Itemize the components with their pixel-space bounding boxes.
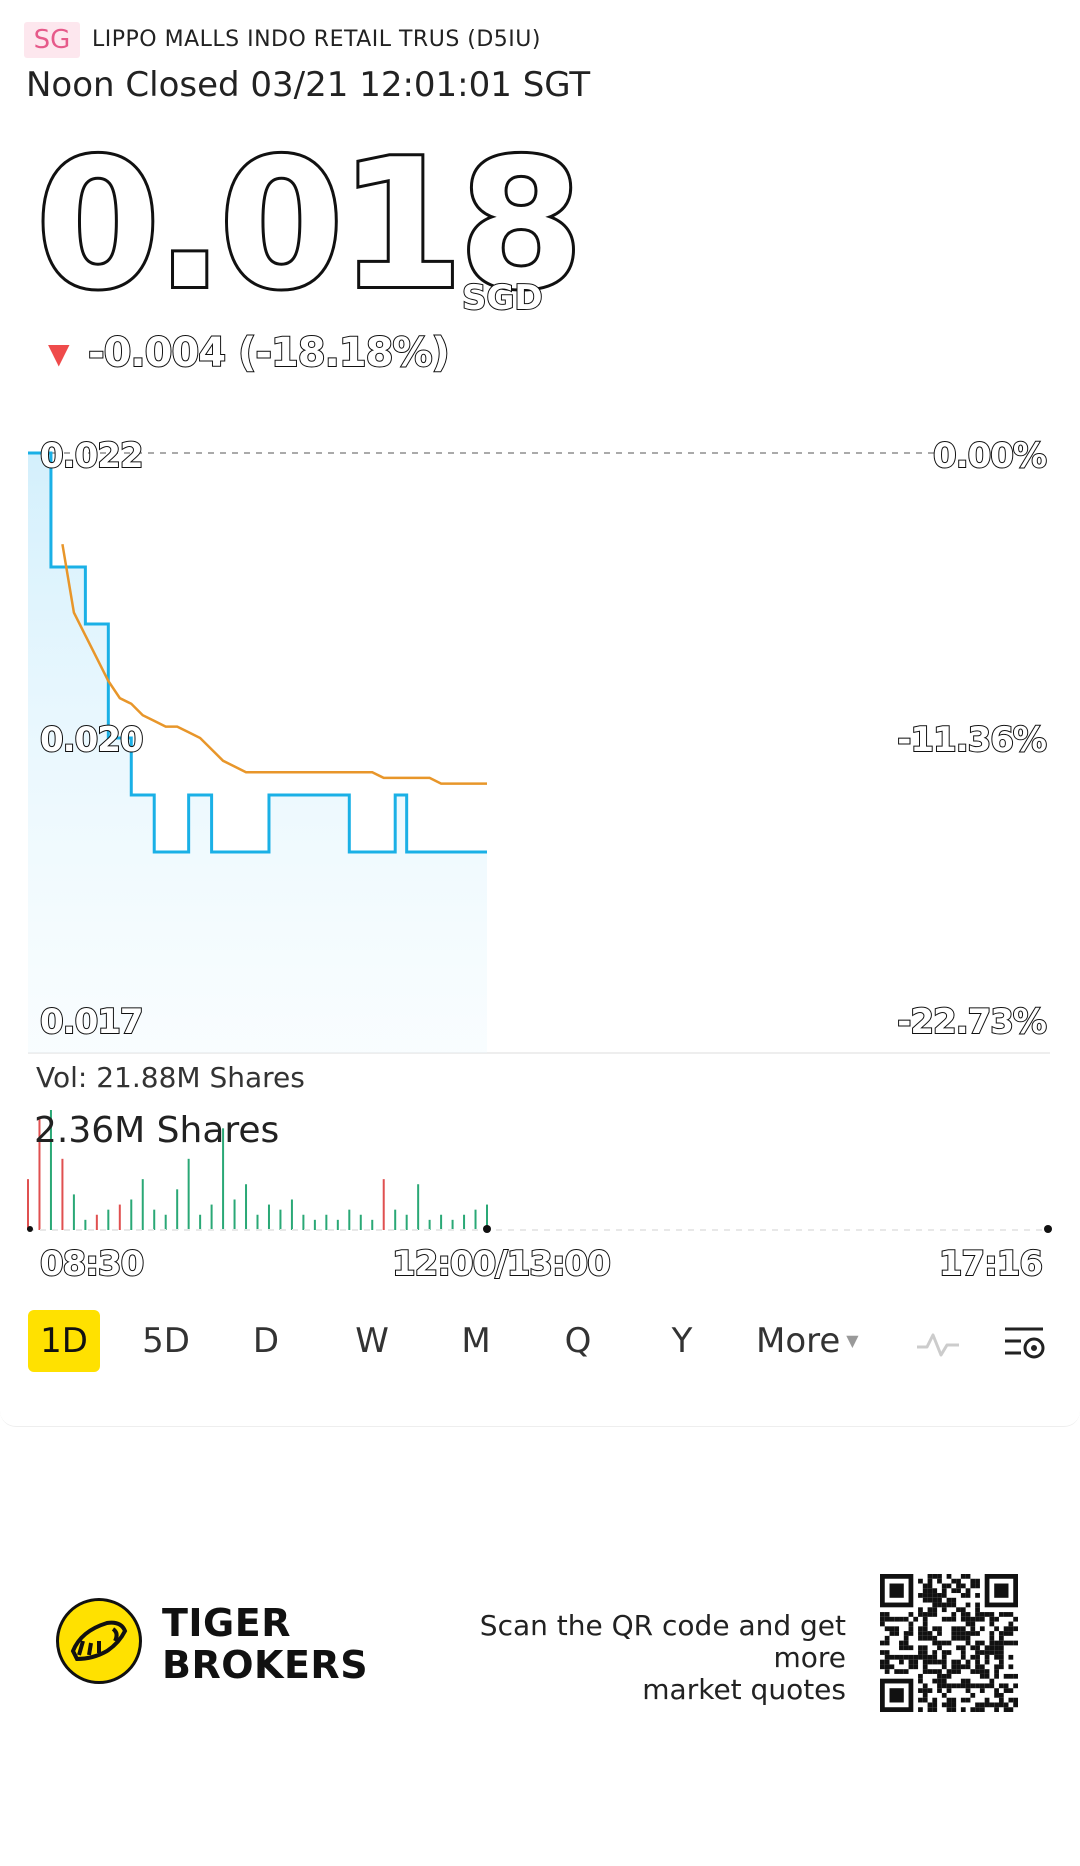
volume-bar [107,1209,110,1230]
card-divider [0,1410,1080,1427]
down-triangle-icon: ▼ [48,337,70,370]
y-left-label-bottom: 0.017 [39,1001,145,1043]
y-right-label-bottom: -22.73% [896,1001,1048,1043]
volume-bar [417,1184,420,1230]
volume-bar [382,1179,385,1230]
qr-caption-line-2: market quotes [642,1673,846,1706]
volume-start-dot [27,1226,33,1232]
tiger-logo-icon [56,1598,142,1684]
volume-bar [279,1209,282,1230]
market-status: Noon Closed 03/21 12:01:01 SGT [26,65,591,105]
volume-bar [359,1214,362,1230]
volume-bar [371,1219,374,1230]
y-right-label-top: 0.00% [932,435,1048,477]
volume-total: Vol: 21.88M Shares [36,1061,305,1094]
volume-bar [84,1219,87,1230]
brand-name: TIGER BROKERS [162,1602,368,1686]
more-label: More [756,1321,841,1361]
qr-caption: Scan the QR code and get more market quo… [420,1610,846,1706]
last-price: 0.018 [33,121,586,328]
intraday-chart[interactable] [0,440,1080,1260]
volume-bar [164,1214,167,1230]
currency-label: SGD [461,277,544,319]
volume-bar [130,1199,133,1230]
x-label-close: 17:16 [938,1243,1044,1285]
volume-bar [256,1214,259,1230]
volume-bar [141,1179,144,1230]
brand-line-1: TIGER [162,1601,291,1645]
volume-bar [95,1214,98,1230]
period-tabs: 1D 5D D W M Q Y More ▼ [0,1310,1080,1380]
volume-bar [451,1219,454,1230]
volume-bar [245,1184,248,1230]
volume-bar [199,1214,202,1230]
volume-bar [210,1204,213,1230]
volume-bar [463,1214,466,1230]
brand-line-2: BROKERS [162,1643,369,1687]
volume-bar [486,1204,488,1230]
qr-code [880,1574,1018,1712]
volume-bar [428,1219,431,1230]
volume-bar [302,1214,305,1230]
tab-q[interactable]: Q [564,1321,592,1361]
volume-bar [176,1189,179,1230]
volume-bar [61,1158,64,1230]
volume-bar [118,1204,121,1230]
volume-bar [325,1214,328,1230]
x-label-open: 08:30 [39,1243,145,1285]
volume-bar [474,1209,477,1230]
volume-bar [27,1179,29,1230]
tab-1d[interactable]: 1D [28,1310,100,1372]
volume-bar [394,1209,397,1230]
tab-5d[interactable]: 5D [142,1321,190,1361]
volume-bar [153,1209,156,1230]
volume-bar [72,1194,75,1230]
volume-bar [290,1199,293,1230]
volume-bar [336,1219,339,1230]
volume-max-label: 2.36M Shares [34,1110,280,1151]
stock-name: LIPPO MALLS INDO RETAIL TRUS (D5IU) [92,27,541,52]
volume-bar [348,1209,351,1230]
average-price-line [61,543,487,785]
volume-bar [222,1128,225,1230]
volume-bar [233,1199,236,1230]
y-left-label-top: 0.022 [39,435,145,477]
tab-w[interactable]: W [355,1321,389,1361]
volume-bar [49,1110,52,1230]
volume-bar [267,1204,270,1230]
chart-settings-icon[interactable] [996,1310,1052,1372]
market-badge: SG [24,22,80,58]
volume-bar [38,1118,41,1230]
price-area [28,453,487,1053]
volume-bar [440,1214,443,1230]
tab-y[interactable]: Y [671,1321,693,1361]
indicator-icon[interactable] [910,1310,966,1372]
tab-d[interactable]: D [252,1321,280,1361]
y-right-label-mid: -11.36% [896,719,1048,761]
price-change: -0.004 (-18.18%) [87,329,451,377]
tab-m[interactable]: M [461,1321,491,1361]
caret-down-icon: ▼ [846,1331,859,1350]
y-left-label-mid: 0.020 [39,719,145,761]
volume-bar [187,1158,190,1230]
volume-current-dot [483,1225,491,1233]
x-label-midday: 12:00/13:00 [391,1243,612,1285]
volume-bar [313,1219,316,1230]
more-dropdown[interactable]: More ▼ [756,1310,872,1372]
price-line [28,451,487,854]
qr-caption-line-1: Scan the QR code and get more [479,1609,846,1674]
volume-bar [405,1214,408,1230]
volume-end-dot [1044,1225,1052,1233]
